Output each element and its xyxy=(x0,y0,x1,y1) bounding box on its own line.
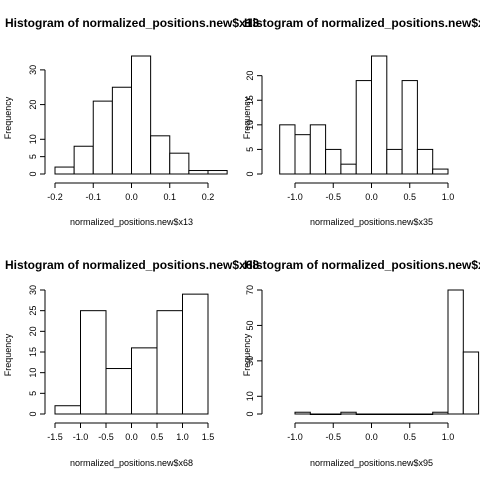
x-tick-label: -1.0 xyxy=(287,192,303,202)
y-tick-label: 5 xyxy=(28,391,38,396)
x-axis-label: normalized_positions.new$x35 xyxy=(310,217,433,227)
x-tick-label: 0.5 xyxy=(403,192,416,202)
histogram-bar xyxy=(355,413,373,415)
x-axis-label: normalized_positions.new$x95 xyxy=(310,458,433,468)
y-tick-label: 15 xyxy=(245,95,255,105)
x-tick-label: 0.1 xyxy=(163,192,176,202)
y-tick-label: 20 xyxy=(28,326,38,336)
chart-title: Histogram of normalized_positions.new$x9… xyxy=(244,258,480,272)
x-tick-label: 1.0 xyxy=(176,432,189,442)
x-tick-label: -0.5 xyxy=(98,432,114,442)
histogram-bar xyxy=(401,80,418,175)
x-tick-label: -1.0 xyxy=(287,432,303,442)
histogram-bar xyxy=(386,148,403,175)
histogram-bar xyxy=(111,86,133,175)
histogram-bar xyxy=(54,166,75,175)
histogram-bar xyxy=(294,134,311,175)
histogram-bar xyxy=(340,411,357,415)
histogram-bar xyxy=(182,293,209,415)
histogram-panel-2: Histogram of normalized_positions.new$x3… xyxy=(242,16,480,227)
histogram-bar xyxy=(432,168,449,175)
histogram-panel-1: Histogram of normalized_positions.new$x1… xyxy=(3,16,259,227)
y-tick-label: 30 xyxy=(28,65,38,75)
histogram-bar xyxy=(188,170,209,175)
histogram-bar xyxy=(131,347,158,415)
y-tick-label: 30 xyxy=(245,356,255,366)
y-tick-label: 10 xyxy=(245,120,255,130)
x-tick-label: 0.0 xyxy=(365,432,378,442)
histogram-bar xyxy=(371,55,388,175)
y-tick-label: 15 xyxy=(28,347,38,357)
histogram-bar xyxy=(309,124,327,175)
x-tick-label: 0.5 xyxy=(151,432,164,442)
x-tick-label: -0.5 xyxy=(325,192,341,202)
y-tick-label: 10 xyxy=(245,391,255,401)
histogram-bar xyxy=(325,413,342,415)
x-tick-label: -0.1 xyxy=(85,192,101,202)
x-tick-label: 1.0 xyxy=(442,192,455,202)
chart-title: Histogram of normalized_positions.new$x6… xyxy=(5,258,259,272)
y-tick-label: 5 xyxy=(28,154,38,159)
histogram-bar xyxy=(279,124,296,175)
x-tick-label: -1.0 xyxy=(73,432,89,442)
y-tick-label: 0 xyxy=(245,411,255,416)
histogram-bar xyxy=(401,413,418,415)
histogram-bar xyxy=(325,148,342,175)
chart-title: Histogram of normalized_positions.new$x1… xyxy=(5,16,259,30)
histogram-bar xyxy=(416,413,434,415)
histogram-bar xyxy=(294,411,311,415)
y-tick-label: 0 xyxy=(245,171,255,176)
histogram-bar xyxy=(150,135,171,175)
histogram-bar xyxy=(169,152,190,175)
histogram-bar xyxy=(54,405,81,415)
histogram-panel-4: Histogram of normalized_positions.new$x9… xyxy=(242,258,480,468)
histogram-bar xyxy=(207,170,228,175)
histogram-bar xyxy=(447,289,464,415)
histogram-bar xyxy=(92,100,113,175)
x-tick-label: 1.0 xyxy=(442,432,455,442)
y-tick-label: 50 xyxy=(245,320,255,330)
y-tick-label: 5 xyxy=(245,147,255,152)
histogram-bar xyxy=(432,411,449,415)
y-axis-label: Frequency xyxy=(3,96,13,139)
histogram-bar xyxy=(105,368,132,415)
y-tick-label: 25 xyxy=(28,306,38,316)
x-tick-label: 0.0 xyxy=(365,192,378,202)
x-tick-label: 0.0 xyxy=(125,432,138,442)
histogram-bar xyxy=(386,413,403,415)
y-tick-label: 70 xyxy=(245,285,255,295)
x-tick-label: 0.2 xyxy=(202,192,215,202)
histogram-bar xyxy=(355,80,373,175)
histogram-bar xyxy=(309,413,327,415)
histogram-bar xyxy=(156,310,183,415)
y-tick-label: 10 xyxy=(28,134,38,144)
histogram-bar xyxy=(371,413,388,415)
x-tick-label: -1.5 xyxy=(47,432,63,442)
y-tick-label: 10 xyxy=(28,368,38,378)
histogram-bar xyxy=(416,148,434,175)
x-tick-label: 0.0 xyxy=(125,192,138,202)
x-tick-label: -0.5 xyxy=(325,432,341,442)
y-axis-label: Frequency xyxy=(242,333,252,376)
y-tick-label: 0 xyxy=(28,411,38,416)
y-axis-label: Frequency xyxy=(3,333,13,376)
histogram-bar xyxy=(73,145,94,175)
x-tick-label: -0.2 xyxy=(47,192,63,202)
x-axis-label: normalized_positions.new$x68 xyxy=(70,458,193,468)
y-tick-label: 20 xyxy=(245,71,255,81)
x-axis-label: normalized_positions.new$x13 xyxy=(70,217,193,227)
chart-title: Histogram of normalized_positions.new$x3… xyxy=(244,16,480,30)
y-tick-label: 30 xyxy=(28,285,38,295)
y-axis-label: Frequency xyxy=(242,96,252,139)
histogram-bar xyxy=(131,55,152,175)
histogram-bar xyxy=(80,310,107,415)
y-tick-label: 20 xyxy=(28,100,38,110)
x-tick-label: 1.5 xyxy=(202,432,215,442)
y-tick-label: 0 xyxy=(28,171,38,176)
x-tick-label: 0.5 xyxy=(403,432,416,442)
histogram-bar xyxy=(340,163,357,175)
histogram-bar xyxy=(462,351,480,415)
histogram-panel-3: Histogram of normalized_positions.new$x6… xyxy=(3,258,259,468)
